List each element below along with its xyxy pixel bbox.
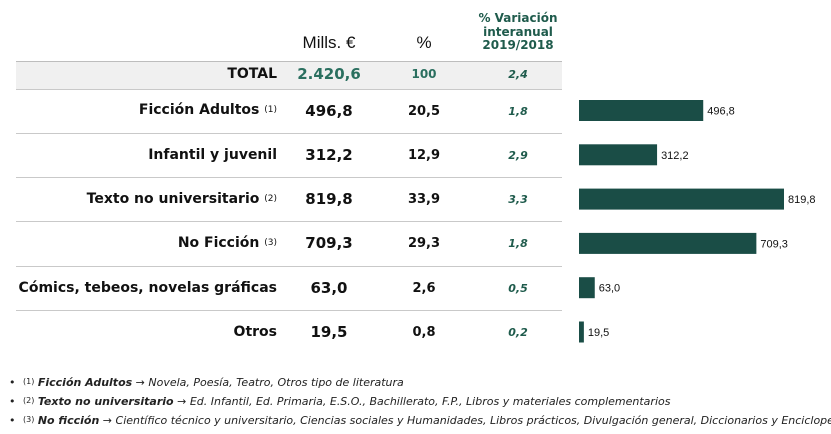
row-note: (1) xyxy=(264,105,277,115)
row-percent: 12,9 xyxy=(407,148,441,163)
footnote-text: Científico técnico y universitario, Cien… xyxy=(115,414,831,427)
total-row-band xyxy=(16,61,562,90)
bar xyxy=(579,277,595,299)
total-variation: 2,4 xyxy=(508,68,528,81)
row-note: (2) xyxy=(264,194,277,204)
row-percent: 0,8 xyxy=(412,325,436,340)
row-divider xyxy=(16,221,562,222)
header-value: Mills. € xyxy=(302,33,356,52)
row-divider xyxy=(16,310,562,311)
arrow-icon: → xyxy=(135,376,145,389)
footnote-term: Texto no universitario xyxy=(37,395,174,408)
row-value: 19,5 xyxy=(310,323,348,341)
row-percent: 29,3 xyxy=(407,236,441,251)
header-variation-line-1: % Variación xyxy=(478,11,558,25)
bar-label: 709,3 xyxy=(760,238,788,250)
row-divider xyxy=(16,266,562,267)
row-divider xyxy=(16,133,562,134)
footnote-bullet: • xyxy=(9,376,16,389)
row-label: Infantil y juvenil xyxy=(148,147,277,163)
footnote-mark: (3) xyxy=(23,415,35,424)
row-value: 496,8 xyxy=(305,102,353,120)
row-divider xyxy=(16,89,562,90)
header-percent: % xyxy=(416,33,432,52)
row-note: (3) xyxy=(264,238,277,248)
row-value: 819,8 xyxy=(305,190,353,208)
header-variation: % Variación interanual 2019/2018 xyxy=(466,11,570,53)
bar xyxy=(579,321,584,343)
footnote: • (1) Ficción Adultos → Novela, Poesía, T… xyxy=(9,376,404,389)
row-label-text: Infantil y juvenil xyxy=(148,147,277,163)
bar xyxy=(579,188,784,210)
row-percent: 33,9 xyxy=(407,192,441,207)
footnote-mark: (1) xyxy=(23,377,35,386)
row-label: Texto no universitario (2) xyxy=(87,191,277,207)
bar xyxy=(579,100,704,121)
bar-label: 19,5 xyxy=(588,327,609,339)
row-label-text: Otros xyxy=(233,324,277,340)
row-variation: 0,5 xyxy=(508,282,528,295)
row-label: Ficción Adultos (1) xyxy=(139,102,277,118)
row-variation: 3,3 xyxy=(508,193,528,206)
footnote-mark: (2) xyxy=(23,396,35,405)
header-variation-line-2: interanual xyxy=(483,24,553,39)
arrow-icon: → xyxy=(102,414,113,427)
row-percent: 2,6 xyxy=(412,281,436,296)
arrow-icon: → xyxy=(177,395,187,408)
row-label-text: Texto no universitario xyxy=(86,191,260,207)
row-label-text: Cómics, tebeos, novelas gráficas xyxy=(18,280,277,296)
row-value: 63,0 xyxy=(310,279,348,297)
bar-label: 819,8 xyxy=(788,194,816,206)
footnote: • (3) No ficción → Científico técnico y u… xyxy=(9,414,831,427)
bar-label: 312,2 xyxy=(661,150,689,162)
row-variation: 1,8 xyxy=(508,237,528,250)
footnote-term: Ficción Adultos xyxy=(37,376,133,389)
footnote-text: Novela, Poesía, Teatro, Otros tipo de li… xyxy=(148,376,404,389)
row-label-text: Ficción Adultos xyxy=(138,102,260,118)
bar-label: 63,0 xyxy=(599,283,620,295)
footnote-term: No ficción xyxy=(37,414,100,427)
total-percent: 100 xyxy=(411,67,437,81)
row-variation: 1,8 xyxy=(508,105,528,118)
row-divider xyxy=(16,177,562,178)
bar-label: 496,8 xyxy=(707,106,735,118)
footnote: • (2) Texto no universitario → Ed. Infant… xyxy=(9,395,670,408)
row-label: No Ficción (3) xyxy=(178,235,277,251)
row-label: Cómics, tebeos, novelas gráficas xyxy=(19,280,277,296)
footnote-bullet: • xyxy=(9,414,16,427)
total-value: 2.420,6 xyxy=(297,65,361,83)
footnote-text: Ed. Infantil, Ed. Primaria, E.S.O., Bach… xyxy=(189,395,671,408)
total-label: TOTAL xyxy=(227,66,277,82)
bar xyxy=(579,144,658,166)
row-value: 709,3 xyxy=(305,234,353,252)
row-label: Otros xyxy=(234,324,277,340)
header-variation-line-3: 2019/2018 xyxy=(482,38,554,52)
row-percent: 20,5 xyxy=(407,104,441,119)
row-variation: 2,9 xyxy=(508,149,528,162)
footnote-bullet: • xyxy=(9,395,16,408)
row-label-text: No Ficción xyxy=(177,235,260,251)
row-variation: 0,2 xyxy=(508,326,528,339)
bar xyxy=(579,232,757,254)
row-value: 312,2 xyxy=(305,146,353,164)
